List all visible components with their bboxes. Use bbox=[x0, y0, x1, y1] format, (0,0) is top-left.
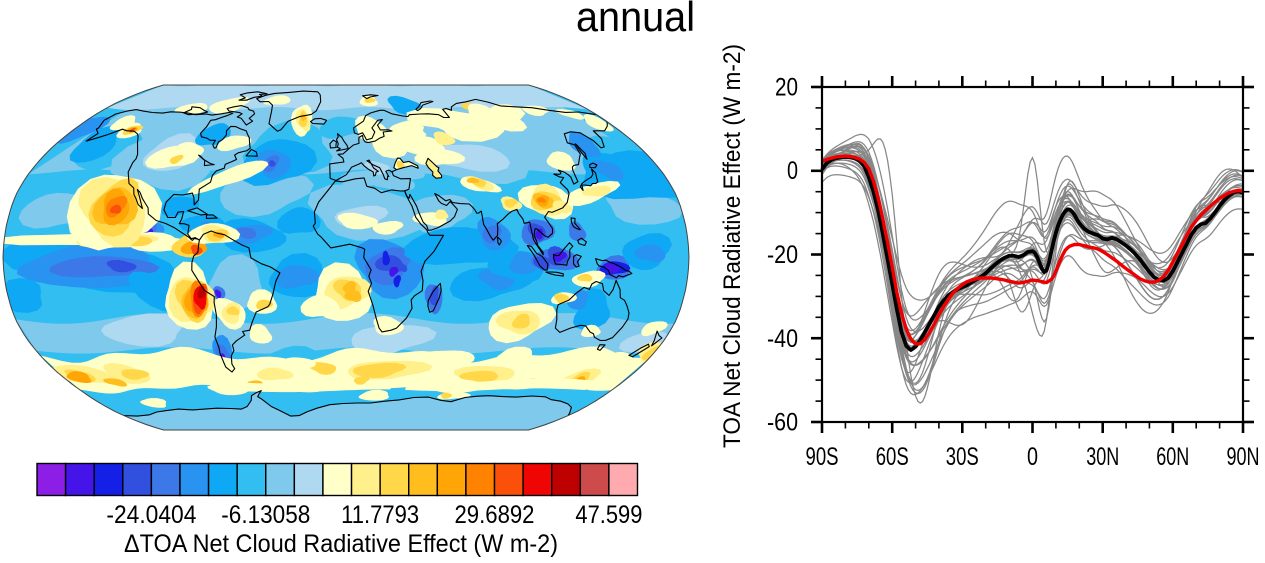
svg-text:20: 20 bbox=[775, 74, 798, 102]
svg-text:ΔTOA Net Cloud Radiative Effec: ΔTOA Net Cloud Radiative Effect (W m-2) bbox=[124, 530, 558, 558]
svg-text:-60: -60 bbox=[767, 409, 798, 437]
svg-text:90S: 90S bbox=[806, 443, 839, 471]
svg-text:29.6892: 29.6892 bbox=[455, 501, 535, 529]
svg-text:-20: -20 bbox=[767, 241, 798, 269]
svg-text:0: 0 bbox=[1027, 443, 1038, 471]
svg-text:-40: -40 bbox=[767, 325, 798, 353]
svg-text:60N: 60N bbox=[1156, 443, 1189, 471]
svg-text:47.599: 47.599 bbox=[575, 501, 642, 529]
svg-text:30S: 30S bbox=[946, 443, 979, 471]
svg-text:0: 0 bbox=[787, 157, 798, 185]
svg-text:annual: annual bbox=[576, 0, 695, 40]
svg-text:-24.0404: -24.0404 bbox=[106, 501, 196, 529]
svg-text:90N: 90N bbox=[1227, 443, 1260, 471]
svg-text:TOA Net Cloud Radiative Effect: TOA Net Cloud Radiative Effect (W m-2) bbox=[719, 44, 746, 448]
svg-text:30N: 30N bbox=[1086, 443, 1119, 471]
svg-text:-6.13058: -6.13058 bbox=[221, 501, 310, 529]
svg-text:60S: 60S bbox=[876, 443, 909, 471]
svg-text:11.7793: 11.7793 bbox=[341, 501, 419, 529]
